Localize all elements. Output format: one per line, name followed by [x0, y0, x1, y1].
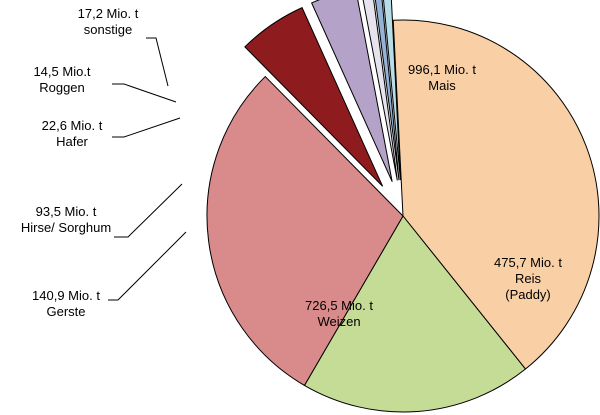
pie-slice-gerste — [244, 6, 384, 187]
slice-label-line: (Paddy) — [505, 287, 551, 302]
slice-label-line: 996,1 Mio. t — [408, 62, 476, 77]
slice-label-line: 475,7 Mio. t — [494, 255, 562, 270]
pie-slice-hafer — [362, 0, 398, 181]
leader-line-hirse-sorghum — [114, 183, 183, 238]
pie-slice-hirse-sorghum — [310, 0, 393, 182]
slice-label-sonstige: 17,2 Mio. t sonstige — [78, 6, 139, 37]
slice-label-line: 22,6 Mio. t — [42, 118, 103, 133]
pie-slice-roggen — [374, 0, 400, 181]
slice-label-line: Hirse/ Sorghum — [21, 220, 111, 235]
leader-line-sonstige — [146, 37, 169, 87]
slice-label-line: Weizen — [317, 314, 360, 329]
slice-label-line: Gerste — [46, 304, 85, 319]
slice-label-hirse-sorghum: 93,5 Mio. t Hirse/ Sorghum — [21, 204, 111, 235]
pie-slice-weizen — [206, 75, 404, 387]
slice-label-hafer: 22,6 Mio. t Hafer — [42, 118, 103, 149]
leader-line-gerste — [108, 231, 187, 301]
slice-label-mais: 996,1 Mio. t Mais — [408, 62, 476, 93]
slice-label-line: 726,5 Mio. t — [305, 298, 373, 313]
slice-label-line: Hafer — [56, 134, 88, 149]
slice-label-line: 17,2 Mio. t — [78, 6, 139, 21]
slice-label-line: 14,5 Mio.t — [33, 64, 90, 79]
slice-label-line: Reis — [515, 271, 542, 286]
slice-label-line: 140,9 Mio. t — [32, 288, 100, 303]
slice-label-line: Roggen — [39, 80, 85, 95]
pie-slice-reis-paddy — [303, 215, 527, 413]
slice-label-weizen: 726,5 Mio. t Weizen — [305, 298, 373, 329]
slice-label-gerste: 140,9 Mio. t Gerste — [32, 288, 100, 319]
slice-label-line: sonstige — [84, 22, 132, 37]
slice-label-reis-paddy: 475,7 Mio. t Reis (Paddy) — [494, 255, 562, 302]
leader-line-hafer — [112, 117, 181, 138]
pie-slice-mais — [392, 19, 600, 370]
pie-slice-sonstige — [383, 0, 401, 181]
slice-label-roggen: 14,5 Mio.t Roggen — [33, 64, 90, 95]
leader-line-roggen — [112, 83, 177, 103]
slice-label-line: Mais — [428, 78, 456, 93]
slice-label-line: 93,5 Mio. t — [36, 204, 97, 219]
